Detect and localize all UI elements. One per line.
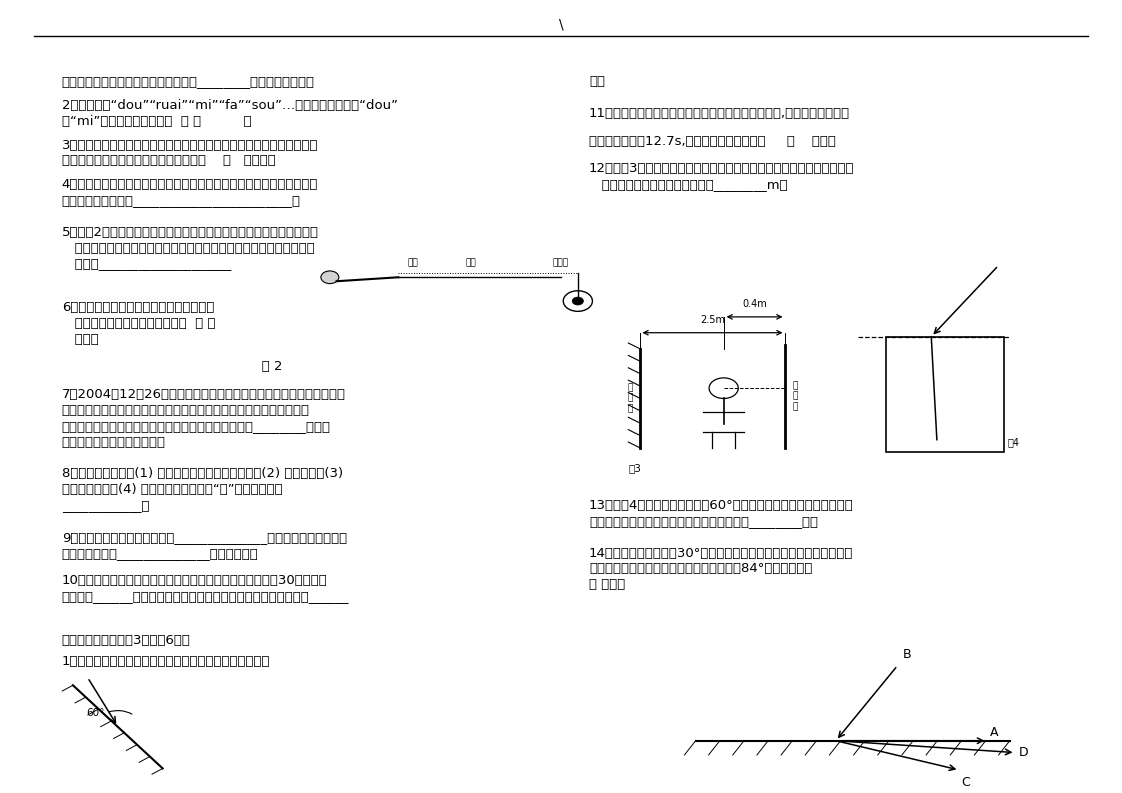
Text: 三、作图题：（每题3分，公6分）: 三、作图题：（每题3分，公6分） xyxy=(62,634,191,647)
Text: \: \ xyxy=(559,17,563,32)
Text: 4．我们都知道，闪电和雷声是同时发生的，但我们总是先看到闪电后才: 4．我们都知道，闪电和雷声是同时发生的，但我们总是先看到闪电后才 xyxy=(62,178,318,191)
Text: 他是唱高音的；(4) 请勿高声喜哗，其中“高”是指响度的是: 他是唱高音的；(4) 请勿高声喜哗，其中“高”是指响度的是 xyxy=(62,483,283,496)
Text: 方向照亮井底，则平面镜与水平面所成的角是________度．: 方向照亮井底，则平面镜与水平面所成的角是________度． xyxy=(589,515,818,528)
Text: B: B xyxy=(903,649,912,661)
Text: 这说明____________________: 这说明____________________ xyxy=(62,258,231,270)
Text: 产生的；上课时，老师的讲话声是通过________传入学生耳中的．: 产生的；上课时，老师的讲话声是通过________传入学生耳中的． xyxy=(62,75,314,88)
Text: 与“mi”相比，频率较大的是  （ ）          ．: 与“mi”相比，频率较大的是 （ ） ． xyxy=(62,115,251,128)
Text: 图3: 图3 xyxy=(628,463,641,473)
Text: 大海噜，夺走了很多人的生命，后来人们在清理现场时很少发现有猫、: 大海噜，夺走了很多人的生命，后来人们在清理现场时很少发现有猫、 xyxy=(62,404,310,417)
Text: 图 2: 图 2 xyxy=(62,361,283,374)
Circle shape xyxy=(321,271,339,284)
Text: 1．请你在下左图中作出入射光线，并标出入射角的度数．: 1．请你在下左图中作出入射光线，并标出入射角的度数． xyxy=(62,655,270,668)
Text: 缺口这三者重合时，就认为三者在同一条直线上，即可以射中目标．: 缺口这三者重合时，就认为三者在同一条直线上，即可以射中目标． xyxy=(62,242,314,255)
Text: 平
面
镜: 平 面 镜 xyxy=(627,383,633,413)
Text: 12．如图3，医生在为小红同学检查视力，小红观看的是平面镜中视力表: 12．如图3，医生在为小红同学检查视力，小红观看的是平面镜中视力表 xyxy=(589,163,855,175)
Text: 6、音乐会的声音我们听起来有丰富的立体: 6、音乐会的声音我们听起来有丰富的立体 xyxy=(62,301,214,314)
Text: 动物可以听到，而人听不到．: 动物可以听到，而人听不到． xyxy=(62,435,166,449)
Text: 5．如图2，用步枪进行瘀准练习时，当眼睛看到瘀准点、准星尖和标尺: 5．如图2，用步枪进行瘀准练习时，当眼睛看到瘀准点、准星尖和标尺 xyxy=(62,226,319,239)
Text: 9、政府禁止鸣放烟花爆竹是在______________处减弱噪声，公路旁边: 9、政府禁止鸣放烟花爆竹是在______________处减弱噪声，公路旁边 xyxy=(62,531,347,544)
Text: 度．: 度． xyxy=(589,75,605,88)
Text: 反射角是______度，如果这束光垂直射到平面镜上，这时入射角是______: 反射角是______度，如果这束光垂直射到平面镜上，这时入射角是______ xyxy=(62,590,349,603)
Text: 感，这主要是由于人的听觉具有  （ ）: 感，这主要是由于人的听觉具有 （ ） xyxy=(62,317,215,330)
Text: 2．乐曲中用“dou”“ruai”“mi”“fa”“sou”…表示音调的高低，“dou”: 2．乐曲中用“dou”“ruai”“mi”“fa”“sou”…表示音调的高低，“… xyxy=(62,99,397,112)
Text: 准星: 准星 xyxy=(466,258,477,267)
Text: A: A xyxy=(990,726,999,739)
Text: D: D xyxy=(1019,746,1029,759)
Text: ____________．: ____________． xyxy=(62,499,149,512)
Text: C: C xyxy=(962,776,971,789)
Text: 效应．: 效应． xyxy=(62,333,99,346)
Circle shape xyxy=(572,297,583,305)
Text: 的百米跑成绩为12.7s,该运动员的实际成绩是     （    ）秒．: 的百米跑成绩为12.7s,该运动员的实际成绩是 （ ）秒． xyxy=(589,135,836,147)
Text: 的像，她离视力表像的距离应是________m．: 的像，她离视力表像的距离应是________m． xyxy=(589,178,788,191)
Bar xyxy=(886,337,1004,451)
Text: 她区分的依据是这两种乐器发出的声音的    （   ）不同．: 她区分的依据是这两种乐器发出的声音的 （ ）不同． xyxy=(62,155,276,167)
Text: 8、下列四个句子：(1) 这首歌调太高，我唱不上去；(2) 引氭高歌；(3): 8、下列四个句子：(1) 这首歌调太高，我唱不上去；(2) 引氭高歌；(3) xyxy=(62,467,343,481)
Text: 13．如图4，太阳光与水平面成60°角，要利用平面镜使太阳光沿竖直: 13．如图4，太阳光与水平面成60°角，要利用平面镜使太阳光沿竖直 xyxy=(589,499,854,512)
Text: （ ）度．: （ ）度． xyxy=(589,578,625,592)
Text: 2.5m: 2.5m xyxy=(700,315,725,325)
Text: 3．萍萍是位音乐爱好者，馒琴独奏或手风琴独奏她一听便能分辨出来，: 3．萍萍是位音乐爱好者，馒琴独奏或手风琴独奏她一听便能分辨出来， xyxy=(62,139,319,151)
Text: 7、2004年12月26日，南亚、东南亚海域发生强烈地震，引发了罕见的: 7、2004年12月26日，南亚、东南亚海域发生强烈地震，引发了罕见的 xyxy=(62,389,346,401)
Text: 60°: 60° xyxy=(86,708,104,718)
Text: 10．一束光射到平面镜上，当反射光线与入射光线的夹角是30度时，则: 10．一束光射到平面镜上，当反射光线与入射光线的夹角是30度时，则 xyxy=(62,574,328,588)
Text: 瞄准点: 瞄准点 xyxy=(553,258,569,267)
Text: 图4: 图4 xyxy=(1008,438,1020,447)
Text: 听到雷声，其原因是________________________．: 听到雷声，其原因是________________________． xyxy=(62,194,301,207)
Text: 和折射，如果折射光线与反射光线的夹角是84°，则折射角为: 和折射，如果折射光线与反射光线的夹角是84°，则折射角为 xyxy=(589,562,812,576)
Text: 视
力
表: 视 力 表 xyxy=(792,381,798,411)
Text: 安装隔音板是在______________处减弱噪声．: 安装隔音板是在______________处减弱噪声． xyxy=(62,546,258,560)
Text: 11．百米赛跑的终点计时员听到发令枪响才开始计时,结果测得某运动员: 11．百米赛跑的终点计时员听到发令枪响才开始计时,结果测得某运动员 xyxy=(589,107,850,120)
Text: 缺口: 缺口 xyxy=(407,258,419,267)
Text: 0.4m: 0.4m xyxy=(742,299,767,309)
Text: 14．一束光线与界面成30°角射到两种不同介质的界面上，发生了反射: 14．一束光线与界面成30°角射到两种不同介质的界面上，发生了反射 xyxy=(589,546,854,560)
Text: 狗、老鼠等动物的尸体，人们猜测可能是地震时产生的________声波，: 狗、老鼠等动物的尸体，人们猜测可能是地震时产生的________声波， xyxy=(62,419,331,433)
